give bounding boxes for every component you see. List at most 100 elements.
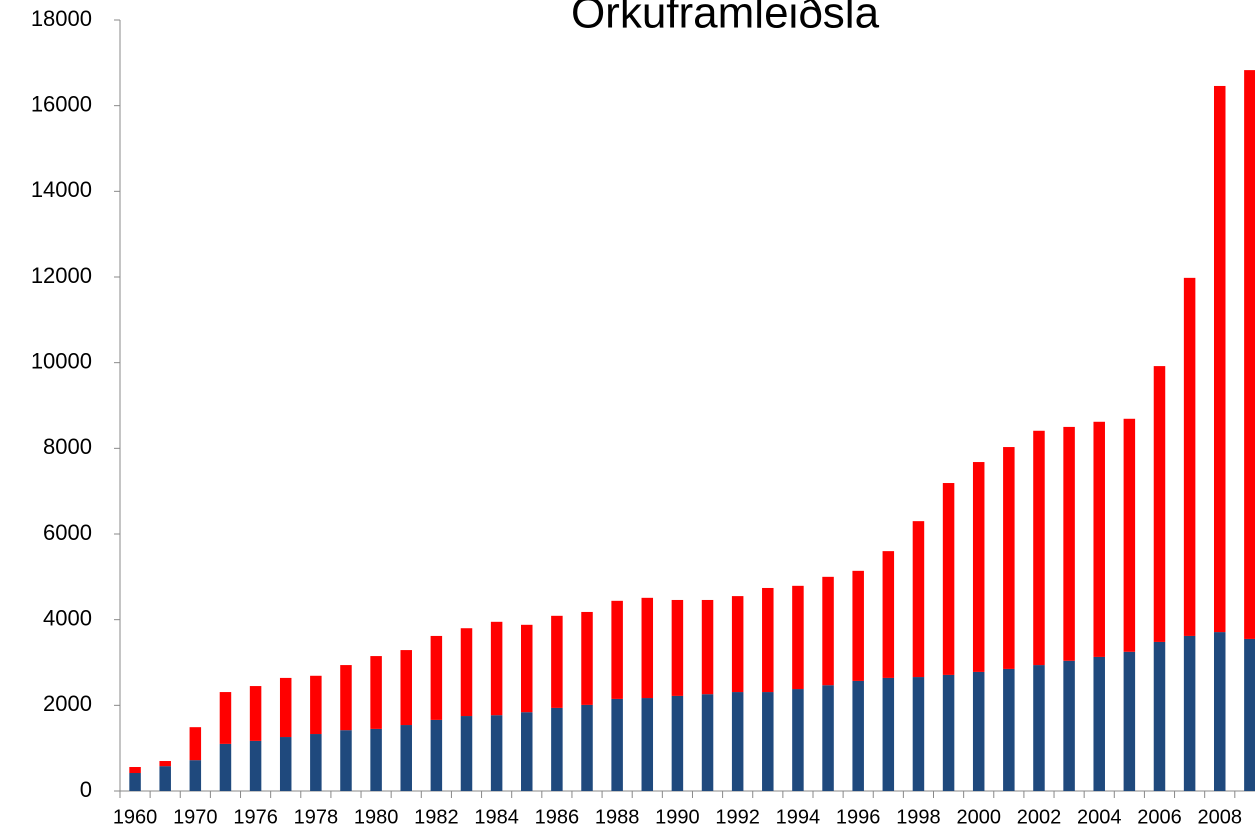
bar-segment [310,675,322,735]
bar-segment [1153,641,1166,791]
bar-segment [1183,635,1196,791]
bar-segment [671,695,684,791]
y-tick-label: 0 [80,777,92,802]
x-tick-label: 1982 [414,806,459,828]
bar-segment [822,685,834,791]
bar-segment [129,767,141,774]
bar-segment [701,599,714,695]
bar-segment [972,462,985,672]
bar-segment [1003,668,1015,791]
bar-segment [551,615,563,708]
bar-segment [1093,656,1105,791]
bar-segment [731,692,744,791]
bar-segment [219,692,232,744]
x-tick-label: 2004 [1077,806,1122,828]
bar-segment [581,611,593,705]
bar-segment [1063,426,1075,661]
bar-segment [340,665,352,731]
bar-segment [1213,85,1226,633]
bar-segment [611,698,623,791]
y-tick-label: 12000 [31,263,92,288]
bar-segment [189,727,202,761]
bar-segment [340,730,352,791]
bar-segment [159,761,171,767]
bar-segment [942,483,955,675]
y-tick-label: 2000 [43,691,92,716]
x-tick-label: 1978 [294,806,339,828]
bar-segment [641,698,654,791]
bar-segment [762,587,774,693]
x-tick-label: 1996 [836,806,881,828]
y-tick-label: 6000 [43,520,92,545]
bar-segment [611,600,623,699]
bar-segment [490,715,503,791]
x-tick-label: 1970 [173,806,218,828]
bar-segment [1183,277,1196,636]
bar-segment [1153,366,1166,642]
bar-segment [521,712,533,791]
bar-segment [159,766,171,791]
bar-segment [641,597,654,699]
bar-segment [490,621,503,716]
bar-segment [279,737,292,791]
x-tick-label: 1998 [896,806,941,828]
bar-segment [1244,638,1255,791]
bar-segment [942,674,955,791]
bar-segment [1033,665,1045,791]
x-tick-label: 2002 [1017,806,1062,828]
bar-segment [912,677,925,791]
bar-segment [400,650,412,726]
bar-segment [430,719,443,791]
y-tick-label: 10000 [31,348,92,373]
y-tick-label: 18000 [31,6,92,31]
x-tick-label: 1994 [776,806,821,828]
bar-segment [460,716,473,791]
bar-segment [1123,418,1136,652]
y-tick-label: 14000 [31,177,92,202]
x-tick-label: 1984 [474,806,519,828]
bar-segment [551,707,563,791]
x-tick-label: 1980 [354,806,399,828]
chart-title: Orkuframleiðsla [571,0,880,38]
bar-segment [701,694,714,791]
bar-segment [1123,651,1136,791]
bar-segment [1093,421,1105,657]
bar-segment [249,740,262,791]
bar-segment [521,624,533,713]
bar-segment [882,677,895,791]
bar-segment [1244,70,1255,639]
bar-segment [671,599,684,696]
bar-segment [430,635,443,720]
x-tick-label: 1992 [715,806,760,828]
bar-segment [370,728,382,791]
x-tick-label: 1960 [113,806,158,828]
bar-segment [822,576,834,686]
bar-segment [129,773,141,791]
bar-segment [581,704,593,791]
bar-segment [792,585,804,690]
bar-segment [310,734,322,791]
bar-segment [912,521,925,678]
x-tick-label: 1988 [595,806,640,828]
bar-segment [762,692,774,791]
bar-segment [1033,430,1045,666]
bar-segment [249,686,262,741]
bar-segment [731,596,744,693]
bar-segment [792,689,804,791]
bar-segment [852,570,864,681]
bar-segment [1003,447,1015,669]
x-tick-label: 1990 [655,806,700,828]
bar-segment [852,680,864,791]
y-tick-label: 8000 [43,434,92,459]
bar-segment [189,760,202,791]
bar-segment [219,743,232,791]
bar-segment [370,656,382,729]
x-tick-label: 2006 [1137,806,1182,828]
y-tick-label: 4000 [43,605,92,630]
x-tick-label: 2008 [1197,806,1242,828]
x-tick-label: 1986 [535,806,580,828]
bar-segment [400,725,412,791]
bar-segment [1213,632,1226,791]
